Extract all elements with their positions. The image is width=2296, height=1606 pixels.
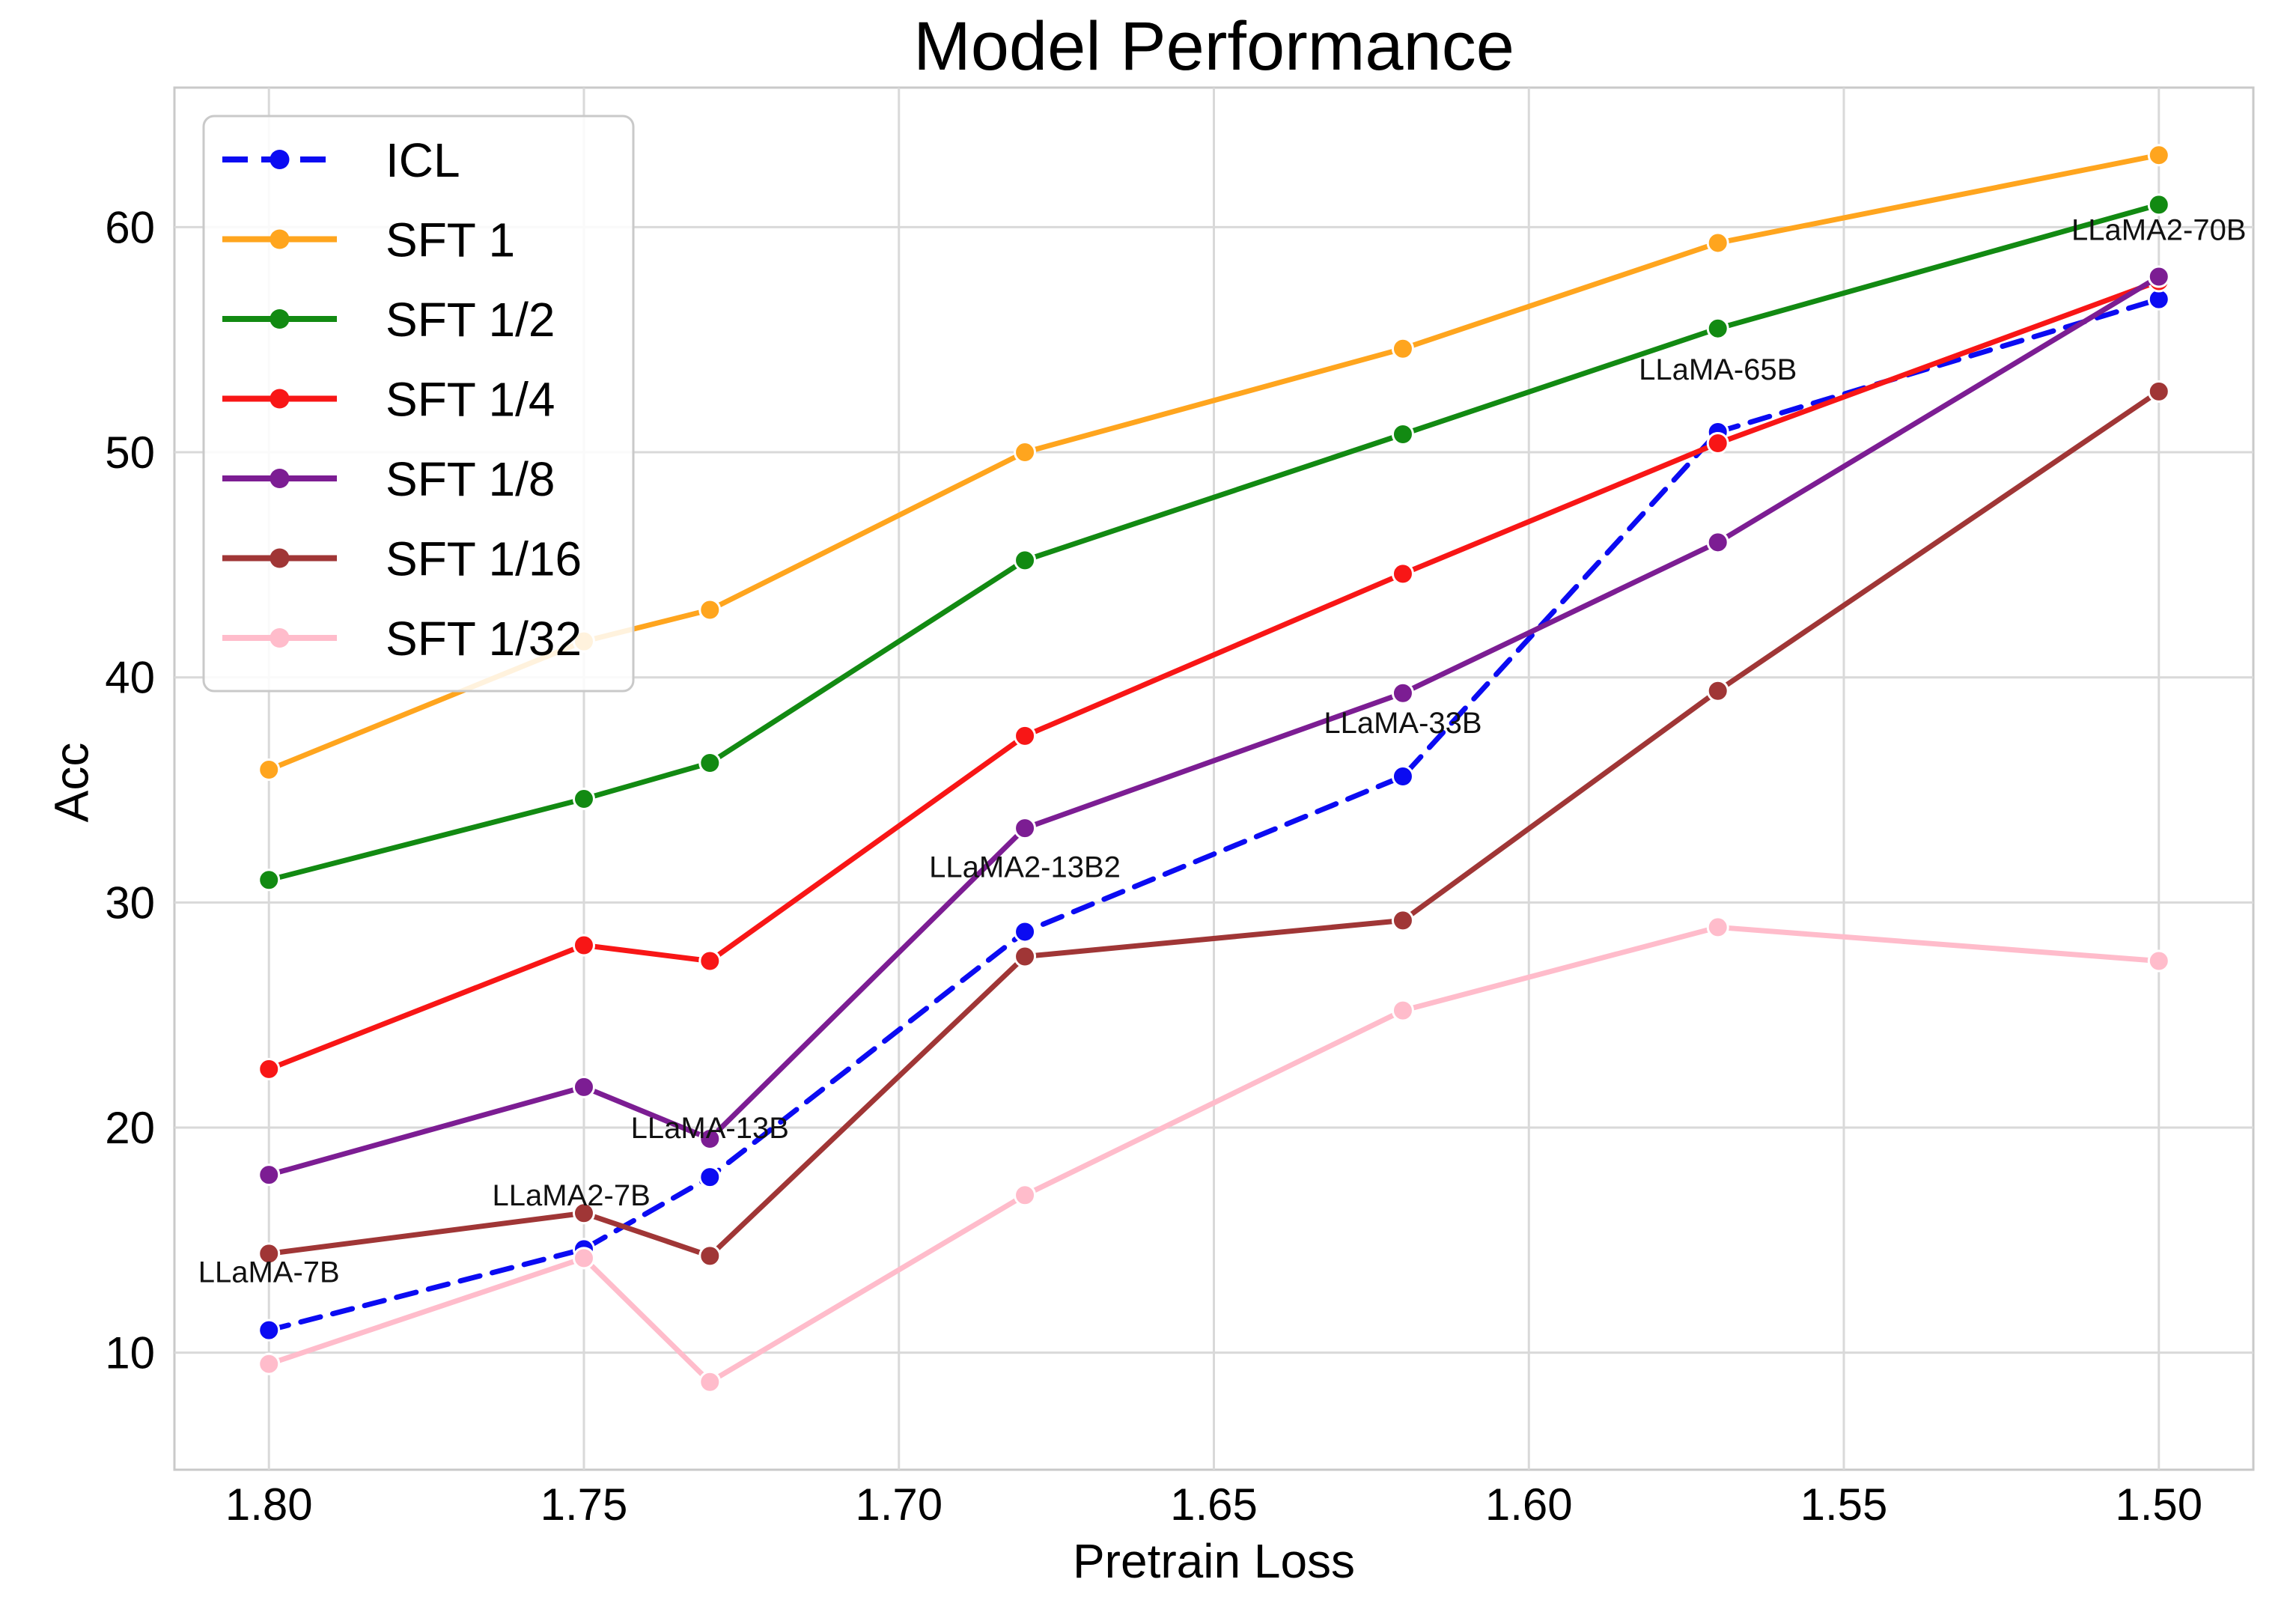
x-tick-label-1.60: 1.60 [1485,1479,1573,1530]
x-tick-label-1.70: 1.70 [855,1479,943,1530]
legend-label-sft-1-4: SFT 1/4 [386,373,555,427]
data-point-sft-1-1.62 [1391,337,1414,360]
legend-box [202,115,635,693]
annotation-llama-65b: LLaMA-65B [1639,353,1797,386]
data-point-sft-1-2-1.68 [1014,549,1037,572]
data-point-sft-1-8-1.75 [572,1075,595,1098]
annotation-llama-13b: LLaMA-13B [631,1112,789,1145]
annotation-llama-7b: LLaMA-7B [198,1256,340,1289]
data-point-sft-1-4-1.57 [1706,432,1729,455]
legend-swatch-dot [270,628,290,648]
x-tick-label-1.80: 1.80 [225,1479,313,1530]
data-point-sft-1-16-1.57 [1706,679,1729,702]
data-point-sft-1-16-1.5 [2147,380,2170,403]
data-point-sft-1-16-1.8 [258,1242,281,1265]
data-point-icl-1.62 [1391,764,1414,788]
y-tick-label-30: 30 [105,877,155,928]
y-tick-label-50: 50 [105,428,155,478]
y-tick-label-10: 10 [105,1328,155,1378]
legend-label-sft-1-32: SFT 1/32 [386,612,582,666]
annotation-llama2-13b2: LLaMA2-13B2 [929,851,1121,883]
data-point-sft-1-32-1.73 [698,1370,722,1393]
data-point-sft-1-16-1.75 [572,1202,595,1225]
data-point-sft-1-4-1.75 [572,934,595,957]
legend-label-sft-1-2: SFT 1/2 [386,293,555,347]
data-point-sft-1-32-1.5 [2147,949,2170,973]
data-point-sft-1-8-1.57 [1706,531,1729,554]
legend-label-sft-1: SFT 1 [386,213,515,267]
y-tick-label-60: 60 [105,202,155,252]
x-axis-label: Pretrain Loss [1072,1534,1356,1588]
legend-label-sft-1-8: SFT 1/8 [386,452,555,506]
legend-swatch-dot [270,469,290,488]
data-point-icl-1.73 [698,1166,722,1189]
data-point-sft-1-1.73 [698,598,722,621]
data-point-sft-1-2-1.73 [698,751,722,774]
data-point-sft-1-1.57 [1706,231,1729,255]
data-point-sft-1-32-1.57 [1706,916,1729,939]
chart-title: Model Performance [913,8,1514,85]
data-point-sft-1-16-1.62 [1391,909,1414,932]
legend-label-icl: ICL [386,133,460,187]
data-point-sft-1-32-1.8 [258,1352,281,1375]
data-point-sft-1-2-1.57 [1706,317,1729,340]
data-point-sft-1-8-1.68 [1014,817,1037,840]
data-point-sft-1-32-1.62 [1391,999,1414,1022]
x-tick-label-1.65: 1.65 [1170,1479,1258,1530]
legend-swatch-dot [270,389,290,409]
legend-label-sft-1-16: SFT 1/16 [386,532,582,586]
x-tick-label-1.75: 1.75 [540,1479,628,1530]
annotation-llama-33b: LLaMA-33B [1324,707,1482,740]
data-point-sft-1-2-1.75 [572,788,595,811]
legend-swatch-dot [270,229,290,249]
data-point-sft-1-16-1.68 [1014,945,1037,968]
data-point-sft-1-8-1.8 [258,1164,281,1187]
data-point-sft-1-8-1.62 [1391,681,1414,705]
data-point-sft-1-2-1.62 [1391,423,1414,446]
data-point-sft-1-16-1.73 [698,1244,722,1268]
data-point-sft-1-2-1.5 [2147,193,2170,216]
data-point-sft-1-4-1.73 [698,949,722,973]
data-point-sft-1-4-1.8 [258,1057,281,1080]
data-point-sft-1-32-1.68 [1014,1184,1037,1207]
data-point-sft-1-8-1.5 [2147,265,2170,288]
y-tick-label-20: 20 [105,1103,155,1153]
legend-swatch-dot [270,548,290,568]
data-point-sft-1-1.5 [2147,144,2170,167]
data-point-sft-1-4-1.62 [1391,562,1414,585]
data-point-icl-1.68 [1014,920,1037,943]
data-point-sft-1-1.68 [1014,441,1037,464]
data-point-icl-1.8 [258,1318,281,1342]
annotation-llama2-70b: LLaMA2-70B [2071,213,2246,246]
legend-swatch-dot [270,150,290,169]
annotation-llama2-7b: LLaMA2-7B [493,1179,651,1212]
y-axis-label: Acc [44,742,99,823]
x-tick-label-1.50: 1.50 [2115,1479,2202,1530]
y-tick-label-40: 40 [105,653,155,703]
data-point-sft-1-1.8 [258,758,281,781]
data-point-sft-1-32-1.75 [572,1247,595,1270]
data-point-sft-1-2-1.8 [258,869,281,892]
legend-swatch-dot [270,309,290,329]
data-point-sft-1-4-1.68 [1014,724,1037,747]
x-tick-label-1.55: 1.55 [1800,1479,1888,1530]
data-point-sft-1-8-1.73 [698,1128,722,1151]
